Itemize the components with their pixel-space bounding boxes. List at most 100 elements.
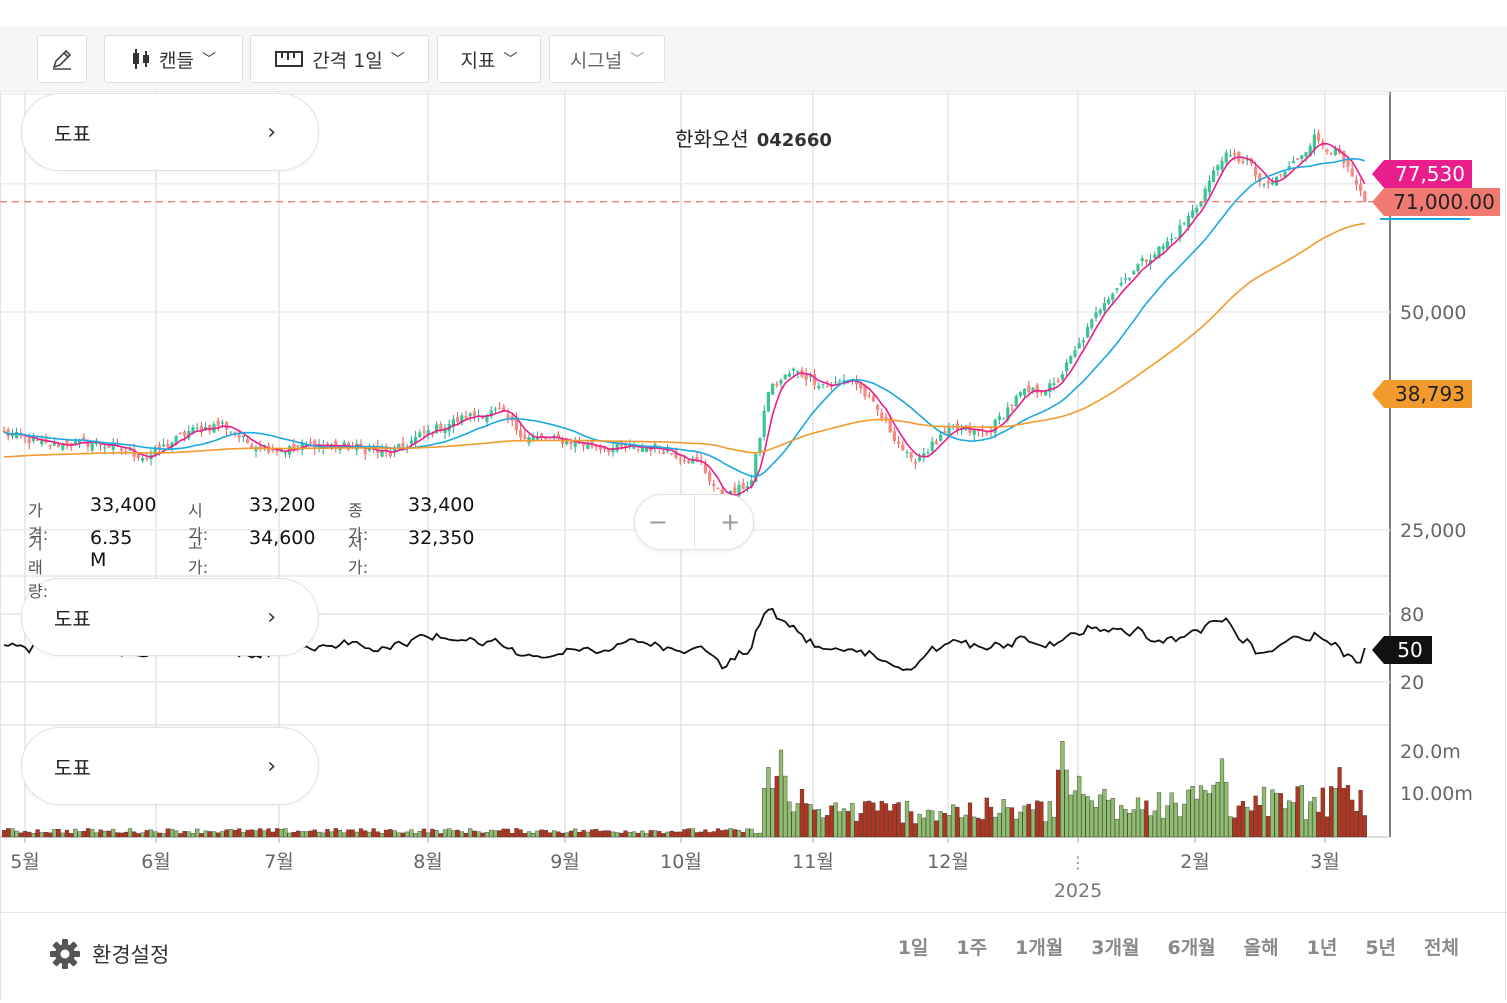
candle-body (275, 449, 279, 452)
volume-bar-up (396, 832, 401, 838)
price-panel-menu[interactable]: 도표 › (21, 93, 319, 171)
candle-body (750, 480, 754, 487)
candle-body (296, 445, 300, 448)
candle-body (813, 373, 817, 385)
volume-bar-down (623, 830, 628, 838)
volume-panel-menu[interactable]: 도표 › (21, 727, 319, 805)
range-all[interactable]: 전체 (1424, 937, 1459, 959)
volume-bar-down (825, 815, 830, 838)
draw-tool-button[interactable] (37, 35, 87, 83)
range-5y[interactable]: 5년 (1365, 937, 1397, 959)
volume-bar-up (951, 804, 956, 838)
candle-up (1224, 149, 1228, 167)
volume-bar-up (60, 832, 65, 838)
candle-body (1186, 215, 1190, 227)
signal-dropdown[interactable]: 시그널 ﹀ (549, 35, 665, 83)
candle-body (208, 425, 212, 431)
candle-body (733, 487, 737, 494)
volume-bar-up (493, 830, 498, 838)
volume-bar-down (896, 802, 901, 838)
candle-body (1170, 238, 1174, 241)
candle-down (699, 454, 703, 465)
volume-bar-up (1114, 818, 1120, 838)
candle-body (485, 414, 489, 423)
zoom-out-button[interactable]: − (647, 508, 668, 536)
candle-up (1140, 254, 1144, 267)
volume-bar-up (787, 801, 792, 838)
range-1m[interactable]: 1개월 (1015, 937, 1064, 959)
candle-body (1228, 154, 1232, 156)
chart-type-label: 캔들 (159, 49, 194, 72)
candle-down (178, 432, 182, 435)
volume-bar-up (1219, 758, 1225, 838)
candle-body (586, 442, 590, 449)
candle-body (1136, 264, 1140, 272)
range-1d[interactable]: 1일 (897, 937, 929, 959)
candle-down (1056, 377, 1060, 384)
candle-body (1317, 133, 1321, 141)
volume-bar-up (766, 767, 771, 838)
candle-body (250, 444, 254, 449)
volume-bar-down (1039, 801, 1044, 838)
panel-label: 도표 (54, 606, 91, 631)
candle-body (1069, 356, 1073, 364)
chevron-down-icon: ﹀ (390, 52, 405, 68)
volume-bar-down (594, 828, 599, 838)
candle-body (2, 430, 6, 432)
candle-body (825, 385, 829, 387)
chevron-right-icon: › (267, 604, 276, 630)
interval-dropdown[interactable]: 간격 1일 ﹀ (250, 35, 429, 83)
volume-bar-down (274, 828, 280, 838)
range-3m[interactable]: 3개월 (1091, 937, 1140, 959)
volume-bar-down (602, 830, 607, 838)
chart-type-dropdown[interactable]: 캔들 ﹀ (104, 35, 243, 83)
volume-bar-down (199, 833, 204, 838)
range-1y[interactable]: 1년 (1306, 937, 1338, 959)
candle-up (418, 429, 422, 439)
candle-down (166, 439, 170, 449)
candle-body (157, 445, 161, 450)
candle-down (2, 426, 6, 433)
candle-body (460, 415, 464, 424)
volume-bar-up (745, 828, 750, 838)
candle-up (792, 367, 796, 377)
volume-bar-up (552, 830, 557, 838)
volume-bar-up (413, 833, 418, 838)
candle-body (867, 395, 871, 397)
volume-bar-down (967, 802, 973, 838)
chevron-down-icon: ﹀ (503, 52, 518, 68)
candle-body (1132, 271, 1136, 275)
candle-down (712, 479, 716, 492)
volume-bar-up (102, 830, 107, 838)
volume-bar-down (371, 828, 376, 838)
range-1w[interactable]: 1주 (956, 937, 988, 959)
candle-down (892, 427, 896, 444)
range-ytd[interactable]: 올해 (1243, 937, 1279, 959)
zoom-in-button[interactable]: + (720, 508, 741, 536)
volume-bar-down (132, 831, 137, 838)
volume-bar-down (350, 829, 355, 838)
volume-bar-down (661, 833, 666, 838)
volume-bar-down (1320, 787, 1325, 838)
candle-body (695, 457, 699, 461)
candle-body (1115, 288, 1119, 291)
zoom-divider (693, 494, 695, 550)
candle-body (1325, 149, 1329, 152)
time-tick-label: 2025 (1054, 880, 1102, 902)
candle-body (640, 448, 644, 452)
range-6m[interactable]: 6개월 (1167, 937, 1216, 959)
oscillator-panel-menu[interactable]: 도표 › (21, 578, 319, 656)
candle-up (288, 444, 292, 459)
volume-bar-up (1140, 809, 1145, 838)
candle-body (1014, 396, 1018, 407)
candle-body (506, 414, 510, 419)
settings-button[interactable]: 환경설정 (48, 937, 169, 971)
candle-body (741, 482, 745, 490)
stock-chart[interactable]: 50,000 25,000 80 20 20.0m 10.00m 5월 6월 7월 8월 9월 10월… (0, 92, 1507, 912)
volume-bar-down (48, 832, 53, 838)
volume-bar-up (39, 832, 44, 838)
volume-bar-up (1068, 794, 1073, 838)
indicator-dropdown[interactable]: 지표 ﹀ (437, 35, 541, 83)
volume-bar-down (913, 823, 918, 838)
chart-footer: 환경설정 1일 1주 1개월 3개월 6개월 올해 1년 5년 전체 (0, 912, 1507, 1001)
